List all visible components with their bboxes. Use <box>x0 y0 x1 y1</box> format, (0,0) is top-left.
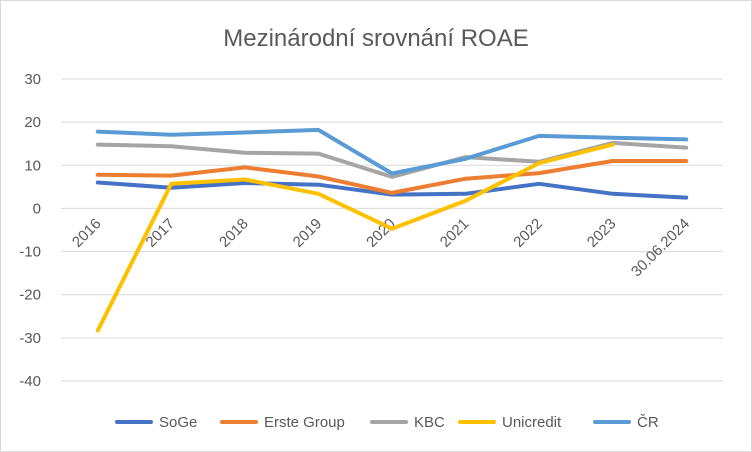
legend-label: Erste Group <box>264 414 345 431</box>
x-tick-label: 30.06.2024 <box>628 215 693 280</box>
x-tick-label: 2021 <box>437 215 473 251</box>
legend-label: Unicredit <box>502 414 562 431</box>
y-tick-label: 30 <box>24 71 41 88</box>
legend-label: SoGe <box>159 414 197 431</box>
series-lines <box>95 127 689 333</box>
legend-label: KBC <box>414 414 445 431</box>
legend-label: ČR <box>637 414 659 431</box>
legend: SoGe Erste Group KBC Unicredit ČR <box>115 414 659 431</box>
y-tick-label: -30 <box>19 330 41 347</box>
series-line <box>95 159 689 195</box>
chart-title: Mezinárodní srovnání ROAE <box>223 25 528 52</box>
y-tick-label: -20 <box>19 287 41 304</box>
x-tick-label: 2018 <box>216 215 252 251</box>
gridlines <box>61 78 723 382</box>
y-tick-label: -40 <box>19 373 41 390</box>
x-tick-label: 2022 <box>510 215 546 251</box>
y-tick-label: 0 <box>33 200 41 217</box>
x-tick-label: 2019 <box>290 215 326 251</box>
x-tick-label: 2016 <box>69 215 105 251</box>
y-tick-label: 10 <box>24 157 41 174</box>
series-line <box>95 127 689 176</box>
y-axis-ticks: 30 20 10 0 -10 -20 -30 -40 <box>19 71 41 390</box>
x-tick-label: 2020 <box>363 215 399 251</box>
y-tick-label: -10 <box>19 244 41 261</box>
y-tick-label: 20 <box>24 114 41 131</box>
series-line <box>95 142 615 333</box>
x-tick-label: 2023 <box>584 215 620 251</box>
